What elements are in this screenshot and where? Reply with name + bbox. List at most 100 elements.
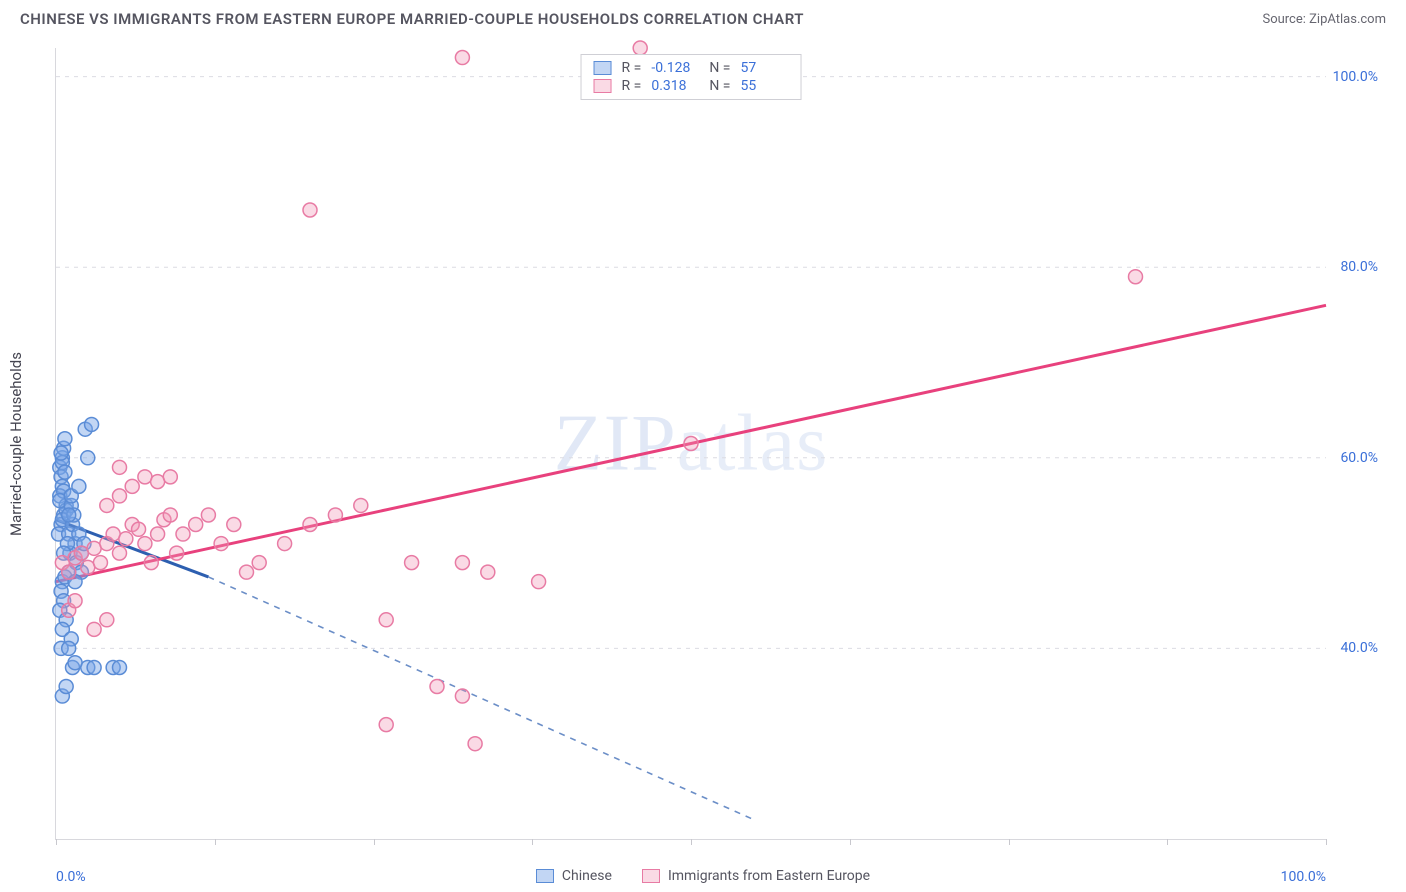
r-label: R = bbox=[622, 60, 642, 76]
x-tick bbox=[850, 839, 851, 845]
x-tick bbox=[56, 839, 57, 845]
data-point bbox=[87, 660, 101, 674]
data-point bbox=[100, 613, 114, 627]
data-point bbox=[87, 622, 101, 636]
data-point bbox=[58, 432, 72, 446]
data-point bbox=[54, 446, 68, 460]
x-tick bbox=[1167, 839, 1168, 845]
data-point bbox=[684, 437, 698, 451]
data-point bbox=[138, 470, 152, 484]
data-point bbox=[106, 527, 120, 541]
plot-region: Married-couple Households ZIPatlas R =-0… bbox=[55, 48, 1326, 840]
x-tick bbox=[1326, 839, 1327, 845]
data-point bbox=[81, 451, 95, 465]
n-label: N = bbox=[709, 60, 730, 76]
data-point bbox=[328, 508, 342, 522]
x-tick bbox=[374, 839, 375, 845]
y-tick-label: 60.0% bbox=[1340, 450, 1378, 466]
points-layer bbox=[56, 48, 1326, 839]
data-point bbox=[163, 508, 177, 522]
data-point bbox=[62, 565, 76, 579]
data-point bbox=[144, 556, 158, 570]
data-point bbox=[189, 518, 203, 532]
chart-area: Married-couple Households ZIPatlas R =-0… bbox=[55, 48, 1386, 840]
source-credit: Source: ZipAtlas.com bbox=[1262, 12, 1386, 27]
x-tick bbox=[532, 839, 533, 845]
data-point bbox=[119, 532, 133, 546]
data-point bbox=[151, 475, 165, 489]
data-point bbox=[379, 718, 393, 732]
data-point bbox=[113, 460, 127, 474]
data-point bbox=[58, 465, 72, 479]
data-point bbox=[455, 689, 469, 703]
data-point bbox=[468, 737, 482, 751]
n-value: 57 bbox=[740, 60, 788, 76]
data-point bbox=[252, 556, 266, 570]
data-point bbox=[1129, 270, 1143, 284]
data-point bbox=[74, 546, 88, 560]
x-tick bbox=[1009, 839, 1010, 845]
data-point bbox=[87, 541, 101, 555]
data-point bbox=[278, 537, 292, 551]
legend-item: Immigrants from Eastern Europe bbox=[642, 868, 870, 884]
data-point bbox=[455, 556, 469, 570]
data-point bbox=[227, 518, 241, 532]
data-point bbox=[138, 537, 152, 551]
data-point bbox=[113, 660, 127, 674]
data-point bbox=[176, 527, 190, 541]
bottom-legend: Chinese Immigrants from Eastern Europe bbox=[0, 868, 1406, 884]
data-point bbox=[163, 470, 177, 484]
data-point bbox=[170, 546, 184, 560]
data-point bbox=[214, 537, 228, 551]
data-point bbox=[113, 546, 127, 560]
data-point bbox=[62, 508, 76, 522]
chart-title: CHINESE VS IMMIGRANTS FROM EASTERN EUROP… bbox=[20, 10, 804, 28]
data-point bbox=[100, 498, 114, 512]
data-point bbox=[481, 565, 495, 579]
legend-label: Chinese bbox=[562, 868, 612, 884]
stats-row: R = -0.128 N = 57 bbox=[594, 59, 789, 77]
y-tick-label: 100.0% bbox=[1333, 69, 1378, 85]
n-value: 55 bbox=[740, 78, 788, 94]
data-point bbox=[379, 613, 393, 627]
stats-box: R = -0.128 N = 57 R = 0.318 N = 55 bbox=[581, 54, 802, 100]
data-point bbox=[62, 641, 76, 655]
x-tick bbox=[215, 839, 216, 845]
data-point bbox=[455, 51, 469, 65]
legend-label: Immigrants from Eastern Europe bbox=[668, 868, 870, 884]
data-point bbox=[93, 556, 107, 570]
data-point bbox=[132, 522, 146, 536]
y-axis-label: Married-couple Households bbox=[7, 352, 25, 536]
stats-row: R = 0.318 N = 55 bbox=[594, 77, 789, 95]
data-point bbox=[125, 479, 139, 493]
n-label: N = bbox=[709, 78, 730, 94]
data-point bbox=[633, 41, 647, 55]
data-point bbox=[72, 479, 86, 493]
data-point bbox=[113, 489, 127, 503]
legend-swatch bbox=[594, 79, 612, 93]
y-tick-label: 40.0% bbox=[1340, 640, 1378, 656]
data-point bbox=[81, 560, 95, 574]
r-label: R = bbox=[622, 78, 642, 94]
data-point bbox=[240, 565, 254, 579]
data-point bbox=[354, 498, 368, 512]
data-point bbox=[303, 203, 317, 217]
data-point bbox=[68, 656, 82, 670]
y-tick-label: 80.0% bbox=[1340, 259, 1378, 275]
data-point bbox=[430, 680, 444, 694]
data-point bbox=[59, 680, 73, 694]
data-point bbox=[303, 518, 317, 532]
data-point bbox=[405, 556, 419, 570]
legend-item: Chinese bbox=[536, 868, 612, 884]
x-tick bbox=[691, 839, 692, 845]
data-point bbox=[151, 527, 165, 541]
data-point bbox=[85, 417, 99, 431]
data-point bbox=[68, 594, 82, 608]
legend-swatch bbox=[642, 869, 660, 883]
data-point bbox=[532, 575, 546, 589]
r-value: 0.318 bbox=[651, 78, 699, 94]
r-value: -0.128 bbox=[651, 60, 699, 76]
legend-swatch bbox=[594, 61, 612, 75]
legend-swatch bbox=[536, 869, 554, 883]
data-point bbox=[201, 508, 215, 522]
